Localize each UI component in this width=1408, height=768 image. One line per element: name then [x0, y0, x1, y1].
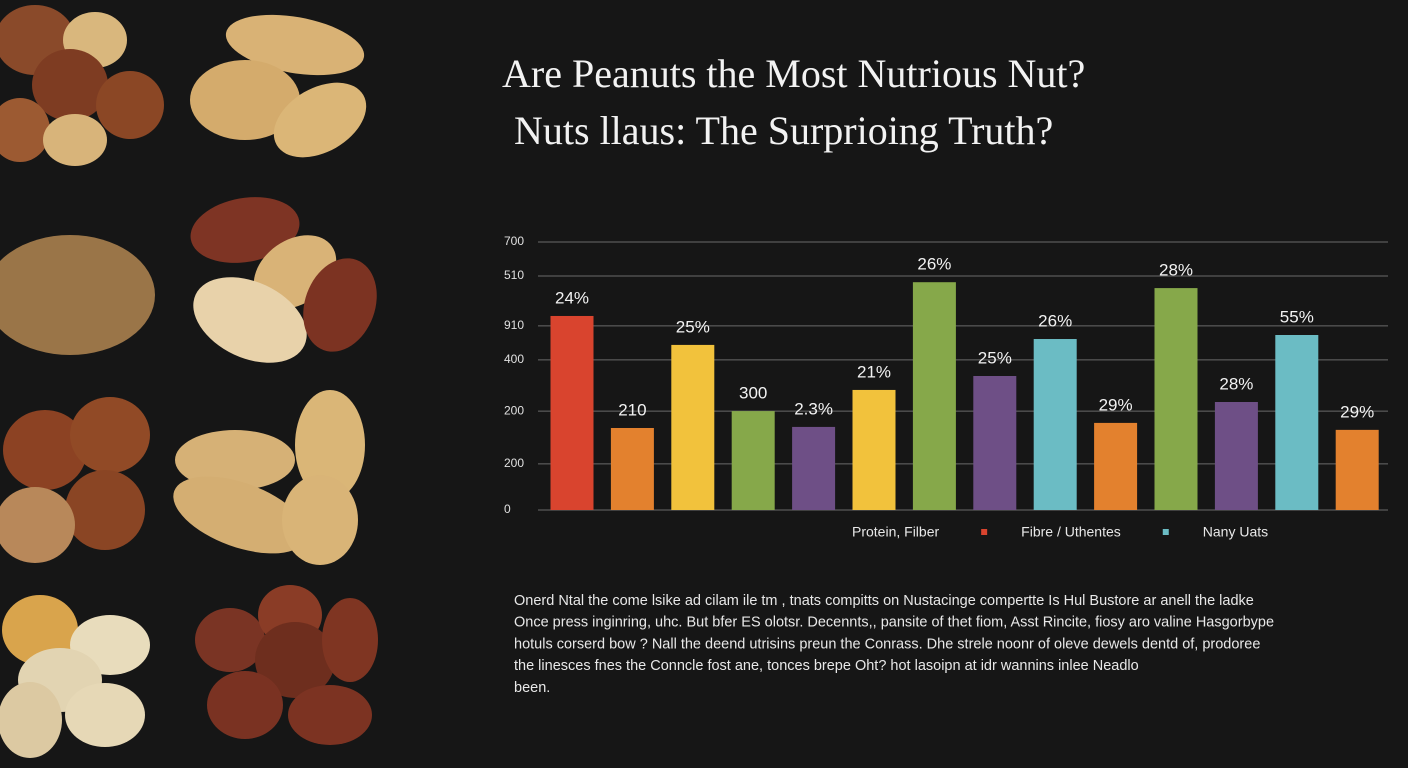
y-tick-label: 0: [504, 502, 511, 516]
y-tick-label: 510: [504, 268, 524, 282]
body-text: hotuls corserd bow ? Nall the deend utri…: [514, 636, 1260, 652]
bar: [792, 426, 836, 510]
body-text: been.: [514, 680, 550, 696]
bar: [610, 427, 654, 510]
legend-label: Protein, Filber: [852, 524, 939, 540]
bar-annotation: 55%: [1280, 307, 1314, 326]
bar-annotation: 25%: [676, 317, 710, 336]
bar: [1154, 288, 1198, 510]
bar: [973, 376, 1017, 510]
legend-swatch: [981, 529, 988, 535]
bar-annotation: 28%: [1219, 374, 1253, 393]
y-tick-label: 700: [504, 234, 524, 248]
legend-label: Fibre / Uthentes: [1021, 524, 1121, 540]
body-text: Once press inginring, uhc. But bfer ES o…: [514, 615, 1274, 631]
bar: [912, 282, 956, 510]
bar: [1094, 422, 1138, 510]
bar-annotation: 2.3%: [794, 399, 833, 418]
bar: [671, 344, 715, 510]
y-tick-label: 200: [504, 456, 524, 470]
chart-title: Are Peanuts the Most Nutrious Nut?: [502, 51, 1085, 96]
y-tick-label: 910: [504, 318, 524, 332]
bar-annotation: 21%: [857, 362, 891, 381]
bar: [731, 411, 775, 510]
body-text: Onerd Ntal the come lsike ad cilam ile t…: [514, 593, 1254, 609]
chart-subtitle: Nuts llaus: The Surprioing Truth?: [514, 108, 1053, 153]
bar-annotation: 29%: [1340, 402, 1374, 421]
bar-annotation: 26%: [917, 255, 951, 274]
nut-decoration: [0, 5, 378, 758]
bar-annotation: 28%: [1159, 261, 1193, 280]
bar-annotation: 29%: [1099, 395, 1133, 414]
bar: [1033, 339, 1077, 510]
bar: [1335, 429, 1379, 510]
bar-annotation: 25%: [978, 348, 1012, 367]
bar: [852, 389, 896, 510]
bar: [1214, 401, 1258, 510]
y-tick-label: 200: [504, 403, 524, 417]
legend-label: Nany Uats: [1203, 524, 1268, 540]
bar-annotation: 300: [739, 384, 767, 403]
bar-annotation: 26%: [1038, 312, 1072, 331]
bar-annotation: 210: [618, 400, 646, 419]
bar: [550, 315, 594, 510]
legend-swatch: [1162, 529, 1169, 535]
bar-annotation: 24%: [555, 288, 589, 307]
y-tick-label: 400: [504, 352, 524, 366]
bar: [1275, 334, 1319, 510]
body-text: the linesces fnes the Conncle fost ane, …: [514, 658, 1139, 674]
